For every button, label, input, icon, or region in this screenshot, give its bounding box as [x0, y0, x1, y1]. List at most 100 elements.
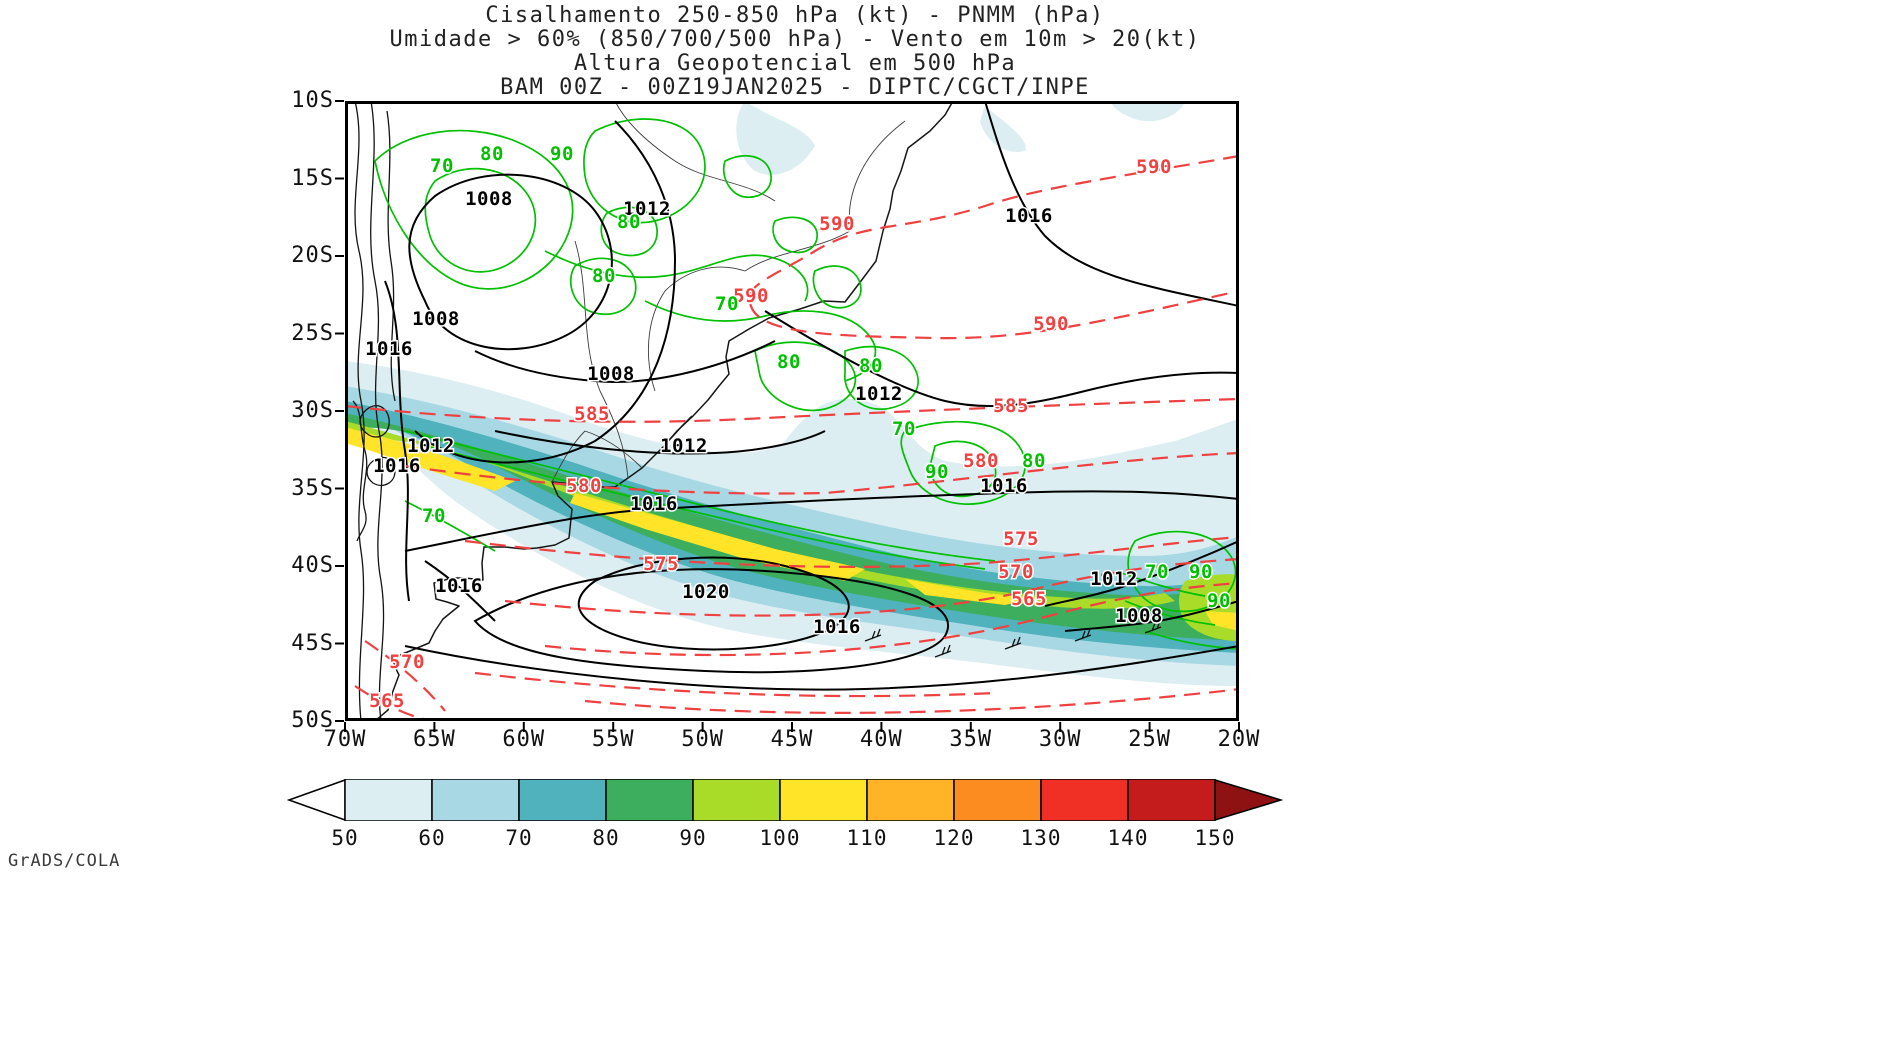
contour-label: 1012 [623, 198, 671, 220]
contour-label: 565 [369, 690, 405, 712]
colorbar-segment [866, 778, 955, 822]
map-plot-area: 1008 1012 1016 1008 1016 1008 1012 1012 1012 1016… [335, 100, 1240, 732]
colorbar-level-label: 50 [331, 826, 359, 850]
shaded-field [345, 101, 1239, 686]
contour-label: 1008 [587, 363, 635, 385]
shade-100 [905, 579, 1035, 605]
y-axis-label: 45S [291, 630, 334, 656]
y-axis-label: 30S [291, 398, 334, 423]
title-line-3: Altura Geopotencial em 500 hPa [573, 51, 1017, 76]
shade-100 [570, 493, 865, 581]
contour-label: 90 [925, 461, 949, 483]
contour-label: 80 [859, 355, 883, 377]
y-axis-label: 40S [291, 553, 334, 578]
contour-label: 590 [819, 213, 855, 235]
colorbar-level-label: 70 [505, 826, 533, 850]
contour-label: 1008 [465, 188, 513, 210]
colorbar-level-label: 140 [1107, 826, 1149, 850]
title-line-1: Cisalhamento 250-850 hPa (kt) - PNMM (hP… [485, 3, 1105, 28]
contour-label: 570 [998, 561, 1034, 583]
contour-label: 590 [1136, 156, 1172, 178]
colorbar-segment [344, 778, 433, 822]
contour-label: 580 [963, 450, 999, 472]
contour-label: 1016 [435, 575, 483, 597]
geopotential-contours [345, 154, 1239, 721]
chart-title-block: Cisalhamento 250-850 hPa (kt) - PNMM (hP… [0, 4, 1590, 100]
lagoon-line [666, 415, 693, 443]
shade-50 [1110, 101, 1185, 122]
y-axis-label: 10S [291, 88, 334, 113]
contour-label: 80 [1022, 450, 1046, 472]
contour-label: 1016 [980, 475, 1028, 497]
contour-label: 1020 [682, 581, 730, 603]
colorbar-labels: 50 60 70 80 90 100 110 120 130 140 150 [287, 826, 1283, 852]
colorbar-level-label: 130 [1020, 826, 1062, 850]
contour-label: 575 [643, 553, 679, 575]
contour-label: 70 [1145, 561, 1169, 583]
wind-barbs [864, 620, 1162, 658]
contour-label: 1012 [660, 435, 708, 457]
latitude-axis: 10S 15S 20S 25S 30S 35S 40S 45S 50S [248, 88, 338, 733]
contour-label: 1016 [630, 493, 678, 515]
colorbar-segment [779, 778, 868, 822]
contour-label: 1012 [407, 435, 455, 457]
colorbar-segment [431, 778, 520, 822]
title-line-4: BAM 00Z - 00Z19JAN2025 - DIPTC/CGCT/INPE [500, 75, 1090, 100]
state-borders [551, 101, 906, 483]
colorbar-segment [605, 778, 694, 822]
contour-label: 70 [715, 293, 739, 315]
contour-label: 590 [733, 285, 769, 307]
colorbar-under-arrow [286, 778, 346, 822]
colorbar-segment [1127, 778, 1216, 822]
colorbar-level-label: 120 [933, 826, 975, 850]
contour-label: 570 [389, 651, 425, 673]
colorbar-segment [692, 778, 781, 822]
colorbar-level-label: 90 [679, 826, 707, 850]
contour-label: 575 [1003, 528, 1039, 550]
contour-label: 80 [777, 351, 801, 373]
shade-50 [980, 106, 1026, 152]
colorbar-segment [953, 778, 1042, 822]
y-axis-label: 15S [291, 165, 334, 191]
contour-label: 80 [592, 265, 616, 287]
contour-label: 70 [430, 155, 454, 177]
contour-label: 580 [566, 475, 602, 497]
colorbar-segment [1040, 778, 1129, 822]
contour-label: 80 [617, 211, 641, 233]
colorbar-level-label: 110 [846, 826, 888, 850]
contour-label: 90 [550, 143, 574, 165]
contour-label: 1008 [412, 308, 460, 330]
y-axis-label: 35S [291, 475, 334, 501]
contour-label: 1016 [813, 616, 861, 638]
contour-label: 1008 [1115, 605, 1163, 627]
colorbar-over-arrow [1214, 778, 1284, 822]
colorbar-level-label: 80 [592, 826, 620, 850]
grads-credit: GrADS/COLA [8, 851, 121, 871]
colorbar-level-label: 60 [418, 826, 446, 850]
contour-label: 1016 [373, 455, 421, 477]
colorbar-level-label: 150 [1194, 826, 1236, 850]
contour-label: 585 [993, 395, 1029, 417]
shade-50 [736, 101, 815, 175]
pressure-contours [384, 101, 1239, 691]
map-frame [345, 101, 1239, 721]
humidity-contours [374, 118, 1239, 650]
colorbar-canvas [286, 778, 1284, 822]
longitude-axis: 70W 65W 60W 55W 50W 45W 40W 35W 30W 25W 20W [324, 727, 1260, 755]
colorbar-level-label: 100 [759, 826, 801, 850]
contour-label: 1016 [365, 338, 413, 360]
contour-label: 70 [892, 418, 916, 440]
colorbar [286, 778, 1284, 822]
contour-label: 90 [1189, 561, 1213, 583]
y-axis-label: 25S [291, 320, 334, 346]
shade-100 [345, 427, 515, 491]
andes-terrain-contours [352, 101, 396, 721]
title-line-2: Umidade > 60% (850/700/500 hPa) - Vento … [389, 27, 1201, 52]
axis-tick-marks [335, 100, 1240, 732]
shade-80 [345, 413, 1239, 641]
contour-label: 90 [1207, 590, 1231, 612]
contour-label: 585 [574, 403, 610, 425]
